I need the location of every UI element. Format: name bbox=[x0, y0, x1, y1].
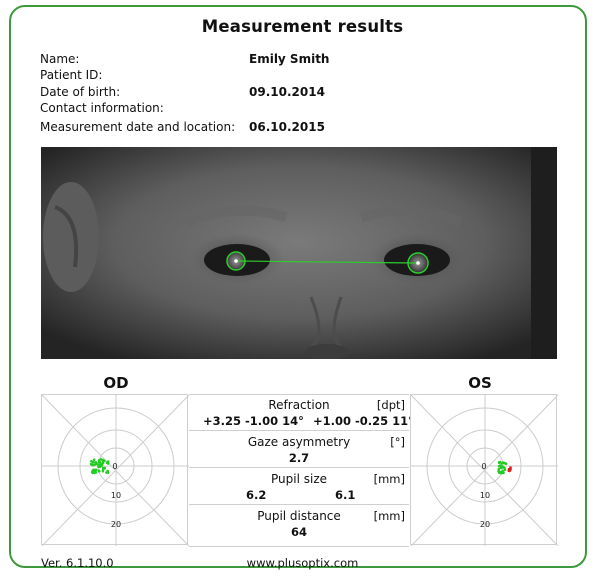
pupil-distance-unit: [mm] bbox=[373, 509, 405, 523]
os-gaze-point bbox=[502, 471, 505, 475]
refraction-title: Refraction bbox=[268, 398, 330, 412]
os-label: OS bbox=[468, 374, 492, 392]
name-label: Name: bbox=[40, 52, 80, 66]
pupil-distance-value: 64 bbox=[290, 525, 307, 539]
results-table: Refraction [dpt] +3.25 -1.00 14° +1.00 -… bbox=[189, 394, 414, 547]
os-gaze-point bbox=[501, 469, 504, 473]
gaze-row: Gaze asymmetry [°] 2.7 bbox=[189, 432, 409, 468]
od-gaze-point bbox=[105, 461, 109, 464]
od-gaze-point bbox=[92, 468, 95, 472]
os-gaze-point bbox=[498, 464, 502, 467]
refraction-unit: [dpt] bbox=[376, 398, 405, 412]
od-gaze-point bbox=[94, 471, 98, 474]
measurement-value: 06.10.2015 bbox=[249, 120, 325, 134]
version-text: Ver. 6.1.10.0 bbox=[41, 556, 114, 570]
website-link[interactable]: www.plusoptix.com bbox=[246, 556, 359, 570]
os-gaze-point bbox=[502, 461, 506, 465]
od-gaze-point bbox=[102, 467, 105, 471]
os-gaze-point bbox=[497, 461, 501, 465]
od-gaze-point bbox=[103, 459, 106, 463]
pupil-distance-row: Pupil distance [mm] 64 bbox=[189, 506, 409, 546]
od-tick-0: 0 bbox=[112, 462, 117, 471]
od-tick-20: 20 bbox=[111, 520, 121, 529]
od-gaze-point bbox=[106, 469, 109, 473]
os-tick-20: 20 bbox=[480, 520, 490, 529]
dob-label: Date of birth: bbox=[40, 85, 121, 99]
od-tick-10: 10 bbox=[111, 491, 121, 500]
od-gaze-point bbox=[94, 468, 98, 471]
os-tick-10: 10 bbox=[480, 491, 490, 500]
os-tick-0: 0 bbox=[481, 462, 486, 471]
gaze-value: 2.7 bbox=[288, 451, 310, 465]
od-gaze-point bbox=[98, 461, 101, 464]
od-gaze-point bbox=[91, 471, 94, 475]
os-gaze-point bbox=[497, 467, 501, 471]
dob-value: 09.10.2014 bbox=[249, 85, 325, 99]
od-gaze-point bbox=[100, 464, 103, 467]
pupil-distance-title: Pupil distance bbox=[257, 509, 341, 523]
patient-id-label: Patient ID: bbox=[40, 68, 103, 82]
pupil-size-os-value: 6.1 bbox=[335, 488, 356, 502]
pupil-size-unit: [mm] bbox=[373, 472, 405, 486]
os-polar-plot: 0 10 20 bbox=[410, 394, 558, 546]
name-value: Emily Smith bbox=[249, 52, 330, 66]
os-gaze-point-outlier bbox=[507, 469, 511, 473]
od-gaze-point bbox=[90, 459, 93, 463]
refraction-row: Refraction [dpt] +3.25 -1.00 14° +1.00 -… bbox=[189, 395, 414, 431]
measurement-label: Measurement date and location: bbox=[40, 120, 236, 134]
pupil-size-row: Pupil size [mm] 6.2 6.1 bbox=[189, 469, 409, 505]
od-gaze-point bbox=[92, 460, 95, 464]
os-gaze-point bbox=[500, 462, 504, 465]
gaze-unit: [°] bbox=[390, 435, 405, 449]
pupil-size-od-value: 6.2 bbox=[246, 488, 267, 502]
os-gaze-point-outlier bbox=[509, 466, 512, 469]
od-gaze-points bbox=[89, 458, 110, 475]
os-gaze-points bbox=[497, 460, 512, 475]
report-title: Measurement results bbox=[201, 17, 404, 36]
refraction-od-value: +3.25 -1.00 14° bbox=[203, 414, 304, 428]
od-gaze-point bbox=[93, 463, 97, 466]
refraction-os-value: +1.00 -0.25 11° bbox=[313, 414, 414, 428]
gaze-title: Gaze asymmetry bbox=[247, 435, 351, 449]
eye-photo bbox=[41, 147, 557, 359]
os-gaze-point bbox=[503, 466, 506, 470]
od-label: OD bbox=[103, 374, 129, 392]
od-gaze-point bbox=[97, 469, 101, 473]
od-gaze-point bbox=[89, 462, 93, 466]
od-gaze-point bbox=[101, 469, 105, 473]
od-gaze-point bbox=[92, 458, 96, 461]
od-polar-plot: 0 10 20 bbox=[41, 394, 189, 546]
pupil-size-title: Pupil size bbox=[271, 472, 327, 486]
contact-label: Contact information: bbox=[40, 101, 164, 115]
os-gaze-point bbox=[498, 471, 501, 475]
od-gaze-point bbox=[99, 458, 103, 461]
od-gaze-point bbox=[97, 463, 101, 467]
